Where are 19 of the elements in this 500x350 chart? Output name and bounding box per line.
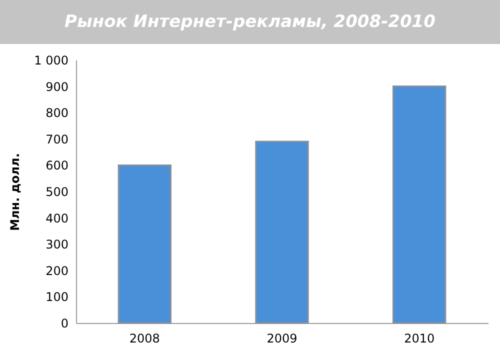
x-tick-label: 2009: [266, 332, 298, 346]
x-tick-label: 2010: [404, 332, 435, 346]
y-tick-label: 200: [46, 264, 68, 278]
y-tick-label: 600: [46, 158, 68, 173]
y-tick-label: 900: [46, 80, 68, 94]
bar: [255, 140, 309, 324]
x-tick-label: 2008: [129, 332, 160, 346]
y-axis-title: Млн. долл.: [8, 153, 22, 231]
chart-title: Рынок Интернет-рекламы, 2008-2010: [0, 0, 500, 44]
y-tick-label: 400: [46, 211, 68, 226]
y-tick-label: 1 000: [34, 54, 68, 68]
y-tick-label: 500: [46, 185, 68, 199]
bar: [392, 86, 446, 324]
y-tick-label: 0: [60, 316, 68, 330]
y-tick-label: 800: [46, 106, 68, 120]
bar: [118, 164, 172, 324]
y-tick-label: 300: [46, 238, 68, 252]
y-tick-label: 700: [46, 132, 68, 146]
y-tick-label: 100: [46, 290, 68, 304]
